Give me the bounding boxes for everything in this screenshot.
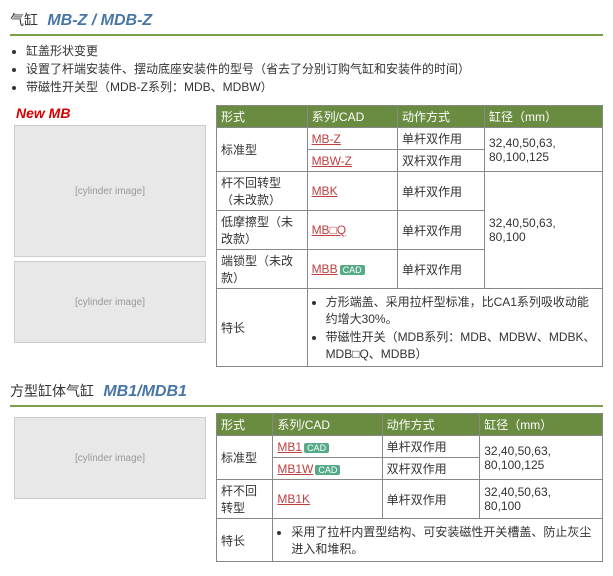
cad-badge: CAD <box>315 465 340 475</box>
cad-badge: CAD <box>304 443 329 453</box>
bore-cell: 32,40,50,63, 80,100,125 <box>484 128 602 172</box>
feat-item: 带磁性开关（MDB系列：MDB、MDBW、MDBK、MDB□Q、MDBB） <box>326 328 598 362</box>
section1-label: 气缸 <box>10 12 38 28</box>
section2-model: MB1/MDB1 <box>103 383 187 400</box>
type-lowfric: 低摩擦型（未改款） <box>217 211 308 250</box>
col-bore: 缸径（mm） <box>480 414 603 436</box>
action-cell: 单杆双作用 <box>398 211 485 250</box>
action-cell: 单杆双作用 <box>382 480 480 519</box>
col-bore: 缸径（mm） <box>484 106 602 128</box>
cad-badge: CAD <box>340 265 365 275</box>
product-image-placeholder: [cylinder image] <box>14 417 206 499</box>
feature-item: 设置了杆端安装件、摆动底座安装件的型号（省去了分别订购气缸和安装件的时间） <box>26 60 603 77</box>
bore-cell: 32,40,50,63, 80,100 <box>484 172 602 289</box>
product-image-placeholder: [cylinder image] <box>14 125 206 257</box>
col-action: 动作方式 <box>382 414 480 436</box>
link-mb1w[interactable]: MB1W <box>277 462 313 476</box>
type-endlock: 端锁型（未改款） <box>217 250 308 289</box>
link-mbwz[interactable]: MBW-Z <box>312 154 352 168</box>
section2-title: 方型缸体气缸 MB1/MDB1 <box>10 381 603 407</box>
col-series: 系列/CAD <box>307 106 397 128</box>
section1-model: MB-Z / MDB-Z <box>47 12 152 29</box>
link-mbk[interactable]: MBK <box>312 184 338 198</box>
feat-cell: 采用了拉杆内置型结构、可安装磁性开关槽盖、防止灰尘进入和堆积。 <box>273 519 603 562</box>
feature-item: 带磁性开关型（MDB-Z系列：MDB、MDBW） <box>26 78 603 95</box>
action-cell: 单杆双作用 <box>398 250 485 289</box>
link-mbz[interactable]: MB-Z <box>312 132 341 146</box>
type-nonrot: 杆不回转型（未改款） <box>217 172 308 211</box>
link-mbb[interactable]: MBB <box>312 262 338 276</box>
action-cell: 单杆双作用 <box>382 436 480 458</box>
action-cell: 双杆双作用 <box>398 150 485 172</box>
feature-item: 缸盖形状变更 <box>26 42 603 59</box>
section1-features: 缸盖形状变更 设置了杆端安装件、摆动底座安装件的型号（省去了分别订购气缸和安装件… <box>10 42 603 95</box>
spec-table-1: 形式 系列/CAD 动作方式 缸径（mm） 标准型 MB-Z 单杆双作用 32,… <box>216 105 603 367</box>
col-series: 系列/CAD <box>273 414 382 436</box>
feat-item: 方形端盖、采用拉杆型标准，比CA1系列吸收动能约增大30%。 <box>326 293 598 327</box>
link-mb1k[interactable]: MB1K <box>277 492 310 506</box>
feat-cell: 方形端盖、采用拉杆型标准，比CA1系列吸收动能约增大30%。 带磁性开关（MDB… <box>307 289 602 367</box>
new-badge: New MB <box>10 105 210 121</box>
section1-title: 气缸 MB-Z / MDB-Z <box>10 10 603 36</box>
link-mb1[interactable]: MB1 <box>277 440 302 454</box>
action-cell: 单杆双作用 <box>398 172 485 211</box>
spec-table-2: 形式 系列/CAD 动作方式 缸径（mm） 标准型 MB1CAD 单杆双作用 3… <box>216 413 603 562</box>
section2-label: 方型缸体气缸 <box>10 383 94 399</box>
feat-label: 特长 <box>217 289 308 367</box>
type-standard: 标准型 <box>217 436 273 480</box>
col-type: 形式 <box>217 106 308 128</box>
col-action: 动作方式 <box>398 106 485 128</box>
col-type: 形式 <box>217 414 273 436</box>
feat-item: 采用了拉杆内置型结构、可安装磁性开关槽盖、防止灰尘进入和堆积。 <box>291 523 598 557</box>
product-image-placeholder: [cylinder image] <box>14 261 206 343</box>
action-cell: 单杆双作用 <box>398 128 485 150</box>
feat-label: 特长 <box>217 519 273 562</box>
link-mbq[interactable]: MB□Q <box>312 223 347 237</box>
bore-cell: 32,40,50,63, 80,100 <box>480 480 603 519</box>
action-cell: 双杆双作用 <box>382 458 480 480</box>
type-standard: 标准型 <box>217 128 308 172</box>
type-nonrot: 杆不回转型 <box>217 480 273 519</box>
bore-cell: 32,40,50,63, 80,100,125 <box>480 436 603 480</box>
